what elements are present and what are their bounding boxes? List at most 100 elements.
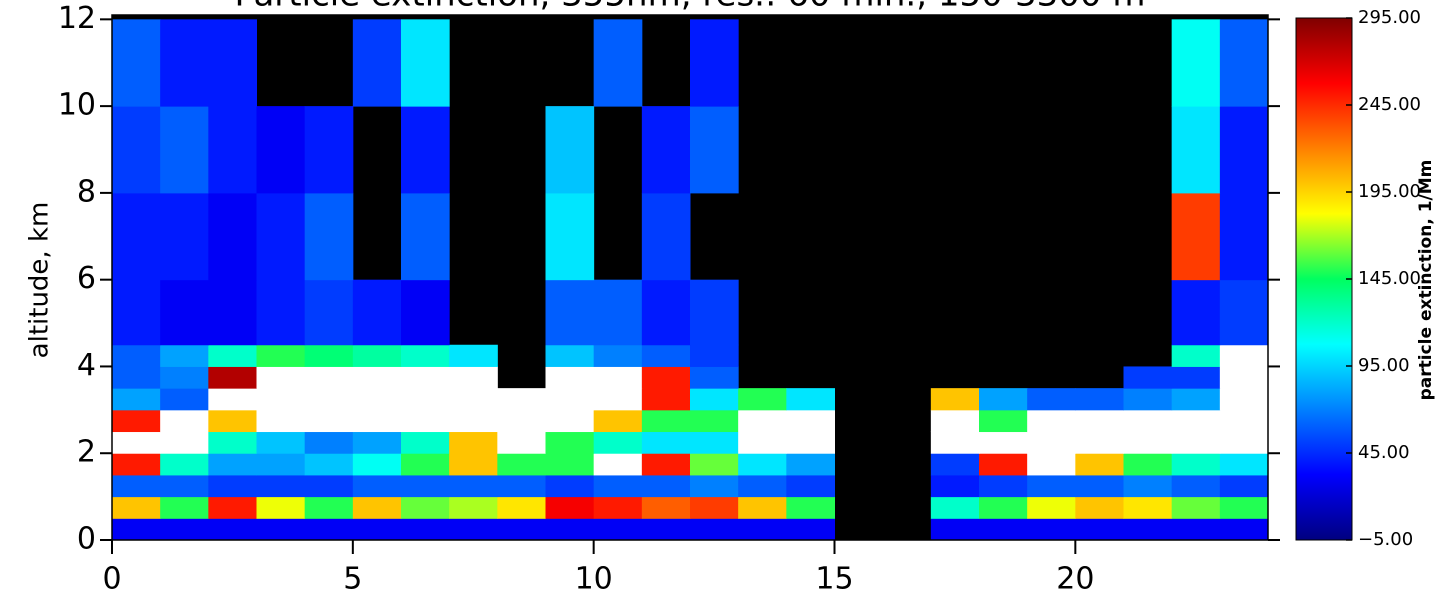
heatmap-cell bbox=[1123, 453, 1173, 476]
heatmap-cell bbox=[208, 453, 257, 476]
heatmap-cell bbox=[256, 366, 306, 389]
heatmap-cell bbox=[1219, 409, 1269, 433]
heatmap-cell bbox=[641, 344, 691, 367]
heatmap-cell bbox=[738, 496, 787, 519]
colorbar-tick-label: −5.00 bbox=[1358, 529, 1413, 550]
heatmap-cell bbox=[112, 192, 161, 281]
heatmap-cell bbox=[352, 474, 402, 498]
colorbar-tick-label: 95.00 bbox=[1358, 355, 1410, 376]
heatmap-cell bbox=[304, 409, 354, 433]
heatmap-cell bbox=[690, 496, 739, 519]
heatmap-cell bbox=[1171, 366, 1221, 389]
heatmap-cell bbox=[979, 431, 1028, 454]
heatmap-cell bbox=[208, 431, 257, 454]
heatmap-cell bbox=[545, 366, 595, 389]
heatmap-cell bbox=[449, 431, 498, 454]
y-tick-label: 12 bbox=[58, 1, 96, 36]
heatmap-cell bbox=[1123, 496, 1173, 519]
heatmap-cell bbox=[738, 518, 787, 541]
heatmap-cell bbox=[256, 279, 306, 346]
heatmap-cell bbox=[930, 431, 980, 454]
heatmap-cell bbox=[1171, 19, 1221, 107]
colorbar-tick-label: 45.00 bbox=[1358, 442, 1410, 463]
heatmap-cell bbox=[401, 388, 450, 411]
heatmap-cell bbox=[930, 474, 980, 498]
heatmap-cell bbox=[1219, 19, 1269, 107]
heatmap-cell bbox=[256, 496, 306, 519]
x-tick-label: 5 bbox=[343, 562, 362, 596]
heatmap-cell bbox=[786, 409, 835, 433]
heatmap-cell bbox=[1219, 474, 1269, 498]
heatmap-cell bbox=[208, 19, 257, 107]
heatmap-cell bbox=[112, 106, 161, 194]
heatmap-cell bbox=[497, 388, 546, 411]
heatmap-cell bbox=[979, 409, 1028, 433]
heatmap-cell bbox=[112, 19, 161, 107]
heatmap-cell bbox=[304, 344, 354, 367]
heatmap-cell bbox=[690, 19, 739, 107]
heatmap-cell bbox=[160, 279, 209, 346]
heatmap-cell bbox=[304, 431, 354, 454]
heatmap-cell bbox=[208, 474, 257, 498]
heatmap-cell bbox=[160, 366, 209, 389]
heatmap-cell bbox=[449, 409, 498, 433]
heatmap-cell bbox=[690, 453, 739, 476]
colorbar-tick-label: 295.00 bbox=[1358, 7, 1421, 28]
heatmap-cell bbox=[1075, 453, 1124, 476]
heatmap-cell bbox=[641, 409, 691, 433]
heatmap-cell bbox=[930, 518, 980, 541]
heatmap-cell bbox=[1219, 388, 1269, 411]
heatmap-cell bbox=[738, 453, 787, 476]
heatmap-cell bbox=[1075, 496, 1124, 519]
heatmap-cell bbox=[112, 518, 161, 541]
heatmap-cell bbox=[593, 279, 643, 346]
heatmap-cell bbox=[593, 388, 643, 411]
heatmap-cell bbox=[449, 344, 498, 367]
x-tick-label: 0 bbox=[102, 562, 121, 596]
heatmap-cell bbox=[112, 453, 161, 476]
heatmap-cell bbox=[979, 496, 1028, 519]
heatmap-cell bbox=[160, 19, 209, 107]
heatmap-cell bbox=[690, 409, 739, 433]
heatmap-cell bbox=[1075, 474, 1124, 498]
heatmap-cell bbox=[401, 106, 450, 194]
x-tick-label: 15 bbox=[815, 562, 853, 596]
heatmap-cell bbox=[304, 388, 354, 411]
heatmap-cell bbox=[545, 474, 595, 498]
heatmap-cell bbox=[738, 388, 787, 411]
heatmap-cell bbox=[1027, 388, 1076, 411]
heatmap-cell bbox=[979, 388, 1028, 411]
heatmap-cell bbox=[401, 453, 450, 476]
heatmap-cell bbox=[352, 344, 402, 367]
heatmap-cell bbox=[690, 518, 739, 541]
heatmap-cell bbox=[641, 518, 691, 541]
y-tick-label: 4 bbox=[77, 348, 96, 383]
heatmap-cell bbox=[1219, 106, 1269, 194]
heatmap-cell bbox=[160, 388, 209, 411]
heatmap-cell bbox=[352, 453, 402, 476]
heatmap-cell bbox=[545, 518, 595, 541]
heatmap-cell bbox=[545, 496, 595, 519]
heatmap-cell bbox=[979, 453, 1028, 476]
heatmap-cell bbox=[545, 344, 595, 367]
heatmap-cell bbox=[401, 344, 450, 367]
heatmap-cell bbox=[112, 279, 161, 346]
heatmap-cell bbox=[160, 474, 209, 498]
heatmap-cell bbox=[593, 474, 643, 498]
heatmap-cell bbox=[401, 431, 450, 454]
chart-title: Particle extinction, 355nm, res.: 60 min… bbox=[235, 0, 1146, 15]
colorbar bbox=[1295, 17, 1353, 541]
heatmap-cell bbox=[304, 279, 354, 346]
heatmap-cell bbox=[256, 409, 306, 433]
heatmap-cell bbox=[690, 279, 739, 346]
heatmap-cell bbox=[449, 388, 498, 411]
heatmap-cell bbox=[690, 106, 739, 194]
heatmap-cell bbox=[1171, 106, 1221, 194]
heatmap-cell bbox=[401, 19, 450, 107]
heatmap-cell bbox=[497, 518, 546, 541]
heatmap-cell bbox=[401, 279, 450, 346]
heatmap-cell bbox=[1171, 496, 1221, 519]
heatmap-cell bbox=[160, 344, 209, 367]
heatmap-cell bbox=[449, 518, 498, 541]
heatmap-cell bbox=[930, 409, 980, 433]
